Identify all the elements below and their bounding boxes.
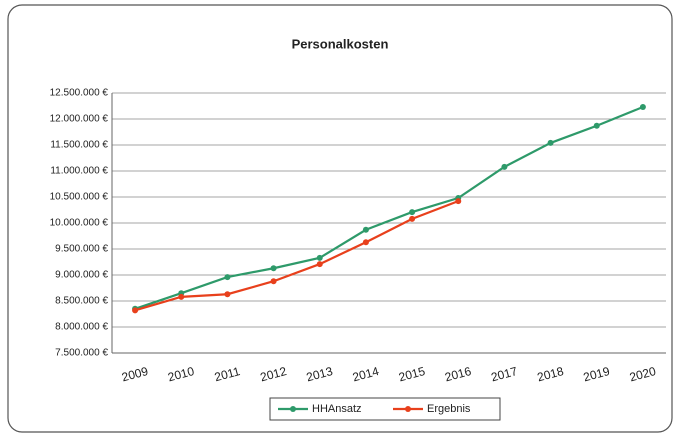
y-tick-label: 12.500.000 € bbox=[50, 88, 109, 99]
x-tick-label: 2016 bbox=[443, 364, 473, 385]
legend-marker bbox=[290, 406, 296, 412]
x-tick-label: 2012 bbox=[259, 364, 289, 385]
data-point bbox=[270, 278, 277, 285]
y-tick-label: 10.000.000 € bbox=[50, 218, 109, 229]
x-tick-label: 2009 bbox=[120, 364, 150, 385]
data-point bbox=[132, 307, 139, 314]
y-tick-label: 8.500.000 € bbox=[55, 296, 108, 307]
y-tick-label: 12.000.000 € bbox=[50, 114, 109, 125]
data-point bbox=[316, 254, 323, 261]
y-tick-label: 9.000.000 € bbox=[55, 270, 108, 281]
legend-box bbox=[269, 397, 501, 421]
x-tick-label: 2015 bbox=[397, 364, 427, 385]
data-point bbox=[316, 261, 323, 268]
data-point bbox=[455, 198, 462, 205]
y-tick-label: 11.500.000 € bbox=[50, 140, 108, 151]
legend-marker bbox=[405, 406, 411, 412]
y-tick-label: 10.500.000 € bbox=[50, 192, 109, 203]
data-point bbox=[409, 209, 416, 216]
x-tick-label: 2013 bbox=[305, 364, 335, 385]
y-tick-label: 7.500.000 € bbox=[55, 348, 108, 359]
data-point bbox=[224, 274, 231, 281]
data-point bbox=[639, 104, 646, 111]
y-tick-label: 11.000.000 € bbox=[50, 166, 108, 177]
x-tick-label: 2020 bbox=[628, 364, 658, 385]
data-point bbox=[501, 163, 508, 170]
chart-frame bbox=[7, 4, 673, 433]
x-tick-label: 2011 bbox=[213, 364, 242, 384]
data-point bbox=[362, 226, 369, 233]
legend-label: HHAnsatz bbox=[312, 403, 362, 415]
x-tick-label: 2010 bbox=[166, 364, 196, 385]
data-point bbox=[547, 139, 554, 146]
series-line bbox=[134, 200, 459, 312]
data-point bbox=[270, 265, 277, 272]
data-point bbox=[362, 239, 369, 246]
data-point bbox=[409, 215, 416, 222]
series-line bbox=[134, 106, 644, 310]
x-tick-label: 2019 bbox=[582, 364, 612, 385]
x-tick-label: 2014 bbox=[351, 364, 381, 385]
y-tick-label: 9.500.000 € bbox=[55, 244, 108, 255]
y-tick-label: 8.000.000 € bbox=[55, 322, 108, 333]
data-point bbox=[224, 291, 231, 298]
data-point bbox=[178, 293, 185, 300]
x-tick-label: 2017 bbox=[489, 364, 519, 385]
x-tick-label: 2018 bbox=[536, 364, 566, 385]
chart-title: Personalkosten bbox=[292, 36, 389, 51]
legend-label: Ergebnis bbox=[427, 403, 471, 415]
data-point bbox=[593, 122, 600, 129]
